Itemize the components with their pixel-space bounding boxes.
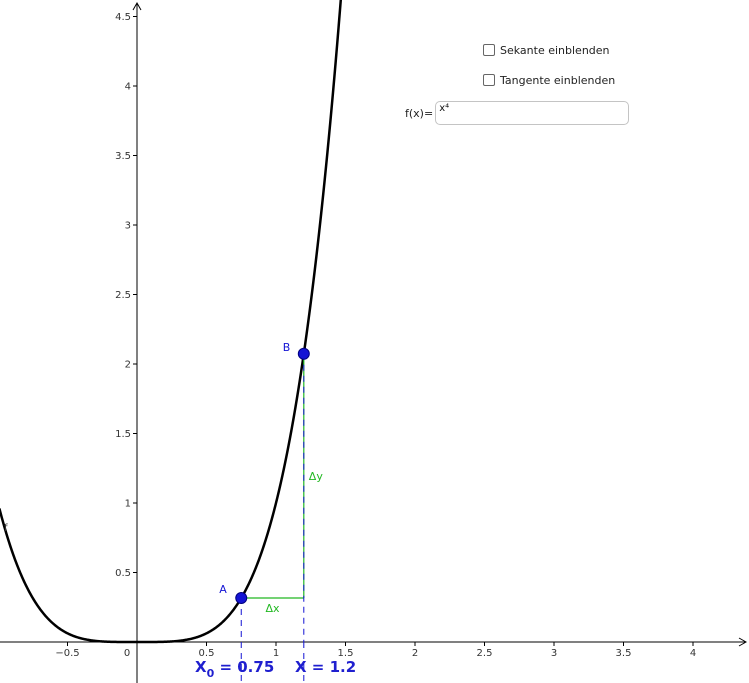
x0-caption-main: X xyxy=(195,658,207,676)
tick-labels: −0.5 0 0.5 1 1.5 2 2.5 3 3.5 4 0.5 1 1.5 2 2.5 3 3.5 4 4.5 xyxy=(55,12,696,659)
x-tick-label: 1.5 xyxy=(338,648,354,659)
secant-checkbox[interactable]: Sekante einblenden xyxy=(483,41,610,59)
function-label: f xyxy=(4,523,8,534)
delta-y-label: Δy xyxy=(309,470,324,483)
function-input-row: f(x)= x⁴ xyxy=(405,100,630,126)
y-tick-label: 4.5 xyxy=(115,12,131,23)
y-tick-label: 3.5 xyxy=(115,151,131,162)
x0-caption-subscript: 0 xyxy=(207,667,215,680)
secant-checkbox-box[interactable] xyxy=(483,44,495,56)
difference-helpers xyxy=(240,353,305,682)
x-tick-label: 4 xyxy=(690,648,696,659)
y-tick-label: 1.5 xyxy=(115,429,131,440)
delta-x-label: Δx xyxy=(266,602,281,615)
x-tick-label: 3.5 xyxy=(616,648,632,659)
tangent-checkbox-box[interactable] xyxy=(483,74,495,86)
x-tick-label: 0.5 xyxy=(199,648,215,659)
function-input-field[interactable]: x⁴ xyxy=(435,101,630,125)
y-tick-label: 4 xyxy=(125,82,131,93)
tick-marks xyxy=(67,16,694,646)
secant-checkbox-label: Sekante einblenden xyxy=(500,43,610,57)
y-tick-label: 2 xyxy=(125,360,131,371)
function-input-value: x⁴ xyxy=(439,102,450,114)
y-tick-label: 1 xyxy=(125,499,131,510)
x-tick-label: 3 xyxy=(551,648,557,659)
tangent-checkbox[interactable]: Tangente einblenden xyxy=(483,71,615,89)
x-tick-label: 0 xyxy=(124,648,130,659)
tangent-checkbox-label: Tangente einblenden xyxy=(500,73,616,87)
function-input-label: f(x)= xyxy=(405,106,434,120)
function-graph[interactable] xyxy=(0,0,343,644)
x0-value-caption: X0 = 0.75 xyxy=(195,658,274,680)
x-value-caption: X = 1.2 xyxy=(295,658,356,676)
point-a[interactable] xyxy=(235,592,248,605)
point-b-label: B xyxy=(283,341,291,354)
y-tick-label: 0.5 xyxy=(115,568,131,579)
x-tick-label: 1 xyxy=(273,648,279,659)
x-tick-label: −0.5 xyxy=(55,648,79,659)
point-a-label: A xyxy=(219,583,227,596)
point-b[interactable] xyxy=(297,347,310,360)
y-tick-label: 3 xyxy=(125,221,131,232)
x-tick-label: 2 xyxy=(412,648,418,659)
y-tick-label: 2.5 xyxy=(115,290,131,301)
x-tick-label: 2.5 xyxy=(477,648,493,659)
x0-caption-rest: = 0.75 xyxy=(214,658,274,676)
